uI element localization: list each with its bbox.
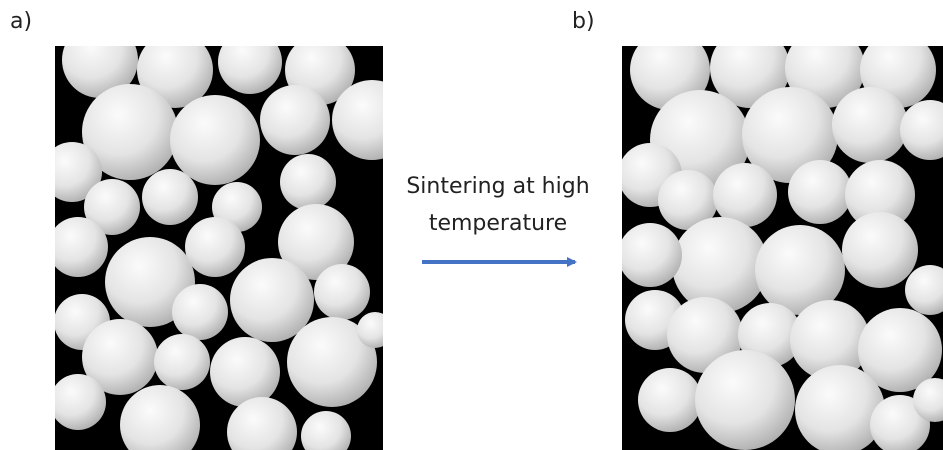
panel-label: a) [10, 9, 32, 34]
sphere [185, 217, 245, 277]
sphere [260, 85, 330, 155]
sphere [218, 30, 282, 94]
sphere [672, 217, 768, 313]
spheres-after [618, 28, 943, 450]
sphere [357, 312, 393, 348]
sphere [280, 154, 336, 210]
sphere [142, 169, 198, 225]
sphere [332, 80, 412, 160]
sphere [314, 264, 370, 320]
sphere [842, 212, 918, 288]
sphere [50, 374, 106, 430]
sphere [48, 217, 108, 277]
sphere [695, 350, 795, 450]
sphere [788, 160, 852, 224]
sphere [638, 368, 702, 432]
arrow-label: Sintering at high [406, 174, 589, 199]
sphere [832, 87, 908, 163]
sphere [210, 337, 280, 407]
arrow-label: temperature [429, 211, 567, 236]
panel-label: b) [572, 9, 595, 34]
sphere [154, 334, 210, 390]
sphere [170, 95, 260, 185]
sphere [618, 223, 682, 287]
sphere [172, 284, 228, 340]
diagram: a) b) Sintering at high temperature [0, 0, 943, 450]
